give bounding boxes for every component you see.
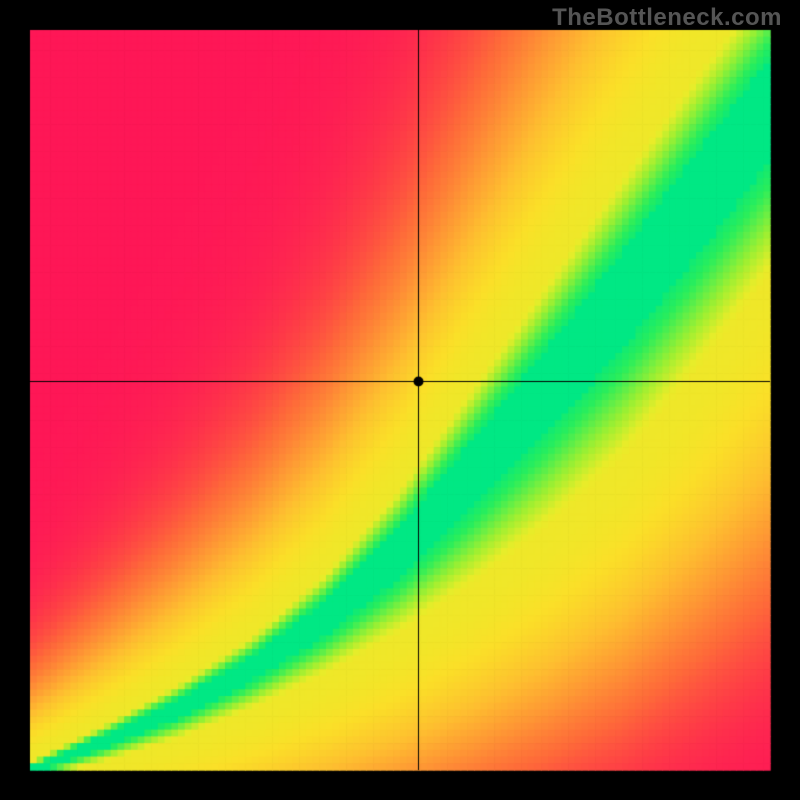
watermark-label: TheBottleneck.com xyxy=(552,4,782,32)
bottleneck-heatmap xyxy=(0,0,800,800)
chart-container: TheBottleneck.com xyxy=(0,0,800,800)
